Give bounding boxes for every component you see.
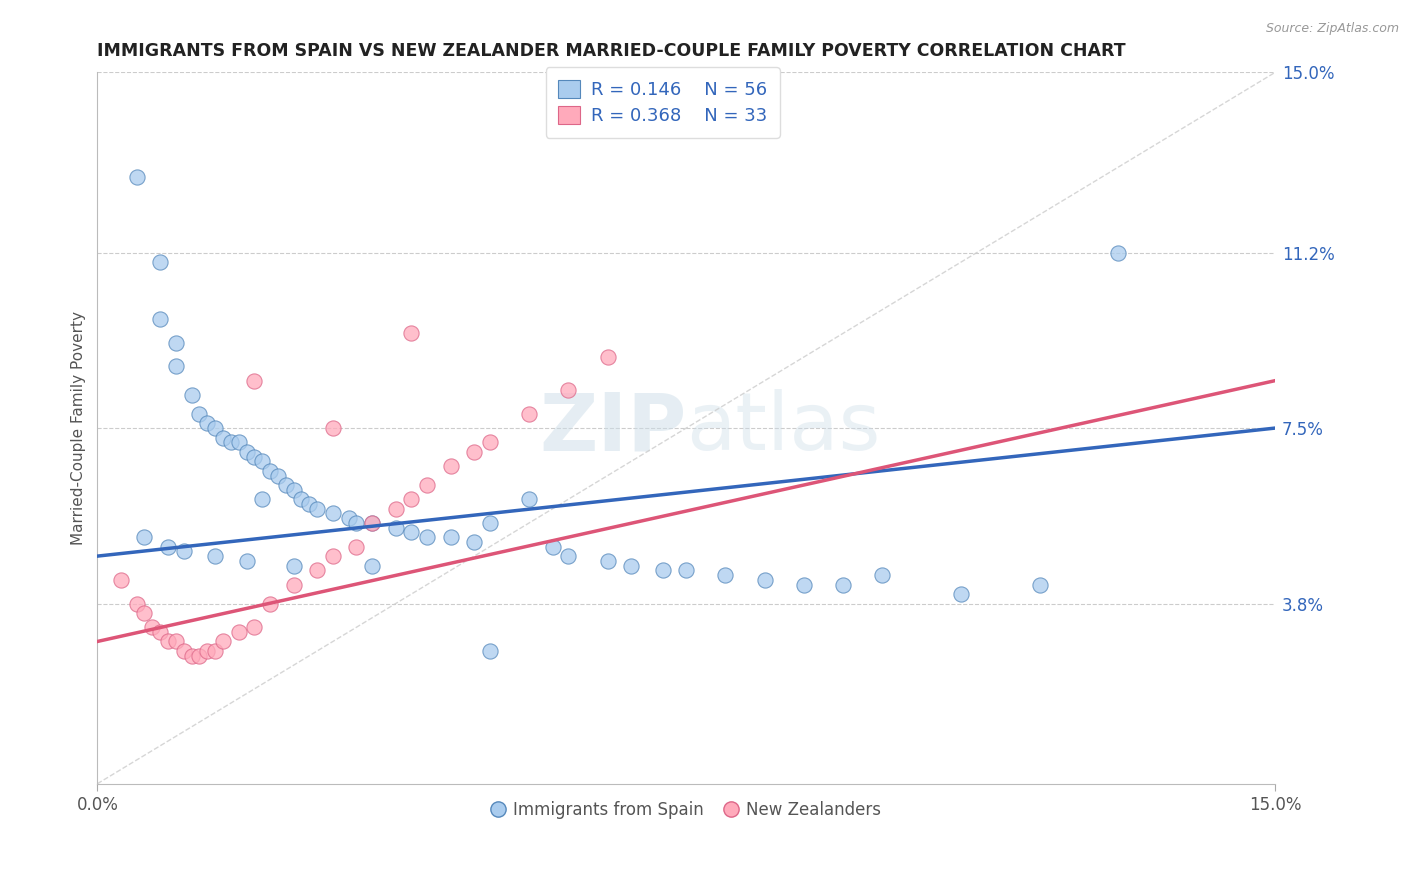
- Point: [149, 312, 172, 326]
- Point: [212, 634, 235, 648]
- Point: [322, 507, 344, 521]
- Point: [793, 577, 815, 591]
- Point: [235, 444, 257, 458]
- Point: [754, 573, 776, 587]
- Point: [337, 511, 360, 525]
- Point: [134, 530, 156, 544]
- Y-axis label: Married-Couple Family Poverty: Married-Couple Family Poverty: [72, 311, 86, 545]
- Point: [384, 501, 406, 516]
- Point: [252, 492, 274, 507]
- Point: [134, 606, 156, 620]
- Point: [714, 568, 737, 582]
- Point: [298, 497, 321, 511]
- Point: [149, 625, 172, 640]
- Text: atlas: atlas: [686, 389, 880, 467]
- Point: [950, 587, 973, 601]
- Point: [478, 516, 501, 530]
- Point: [243, 620, 266, 634]
- Point: [219, 435, 242, 450]
- Point: [149, 255, 172, 269]
- Point: [541, 540, 564, 554]
- Point: [361, 516, 384, 530]
- Point: [274, 478, 297, 492]
- Point: [235, 554, 257, 568]
- Point: [384, 521, 406, 535]
- Point: [267, 468, 290, 483]
- Point: [675, 563, 697, 577]
- Point: [195, 644, 218, 658]
- Point: [322, 549, 344, 563]
- Point: [125, 597, 148, 611]
- Point: [212, 431, 235, 445]
- Point: [517, 407, 540, 421]
- Point: [180, 648, 202, 663]
- Point: [346, 540, 368, 554]
- Point: [416, 478, 439, 492]
- Point: [346, 516, 368, 530]
- Point: [141, 620, 163, 634]
- Point: [1028, 577, 1050, 591]
- Point: [252, 454, 274, 468]
- Point: [290, 492, 312, 507]
- Point: [195, 417, 218, 431]
- Point: [165, 335, 187, 350]
- Legend: Immigrants from Spain, New Zealanders: Immigrants from Spain, New Zealanders: [485, 794, 887, 825]
- Point: [440, 458, 463, 473]
- Text: IMMIGRANTS FROM SPAIN VS NEW ZEALANDER MARRIED-COUPLE FAMILY POVERTY CORRELATION: IMMIGRANTS FROM SPAIN VS NEW ZEALANDER M…: [97, 42, 1126, 60]
- Point: [517, 492, 540, 507]
- Point: [872, 568, 894, 582]
- Point: [361, 558, 384, 573]
- Point: [204, 644, 226, 658]
- Point: [156, 540, 179, 554]
- Text: ZIP: ZIP: [538, 389, 686, 467]
- Point: [188, 648, 211, 663]
- Point: [307, 501, 329, 516]
- Point: [259, 464, 281, 478]
- Point: [173, 644, 195, 658]
- Point: [173, 544, 195, 558]
- Point: [557, 383, 579, 397]
- Point: [416, 530, 439, 544]
- Point: [440, 530, 463, 544]
- Point: [283, 558, 305, 573]
- Point: [165, 634, 187, 648]
- Point: [463, 444, 485, 458]
- Point: [156, 634, 179, 648]
- Text: Source: ZipAtlas.com: Source: ZipAtlas.com: [1265, 22, 1399, 36]
- Point: [478, 435, 501, 450]
- Point: [478, 644, 501, 658]
- Point: [401, 326, 423, 341]
- Point: [463, 534, 485, 549]
- Point: [188, 407, 211, 421]
- Point: [1107, 245, 1129, 260]
- Point: [596, 554, 619, 568]
- Point: [110, 573, 132, 587]
- Point: [283, 577, 305, 591]
- Point: [557, 549, 579, 563]
- Point: [228, 625, 250, 640]
- Point: [243, 450, 266, 464]
- Point: [180, 388, 202, 402]
- Point: [620, 558, 643, 573]
- Point: [651, 563, 673, 577]
- Point: [243, 374, 266, 388]
- Point: [228, 435, 250, 450]
- Point: [204, 421, 226, 435]
- Point: [832, 577, 855, 591]
- Point: [125, 169, 148, 184]
- Point: [307, 563, 329, 577]
- Point: [361, 516, 384, 530]
- Point: [401, 492, 423, 507]
- Point: [259, 597, 281, 611]
- Point: [322, 421, 344, 435]
- Point: [204, 549, 226, 563]
- Point: [283, 483, 305, 497]
- Point: [596, 350, 619, 364]
- Point: [401, 525, 423, 540]
- Point: [165, 359, 187, 374]
